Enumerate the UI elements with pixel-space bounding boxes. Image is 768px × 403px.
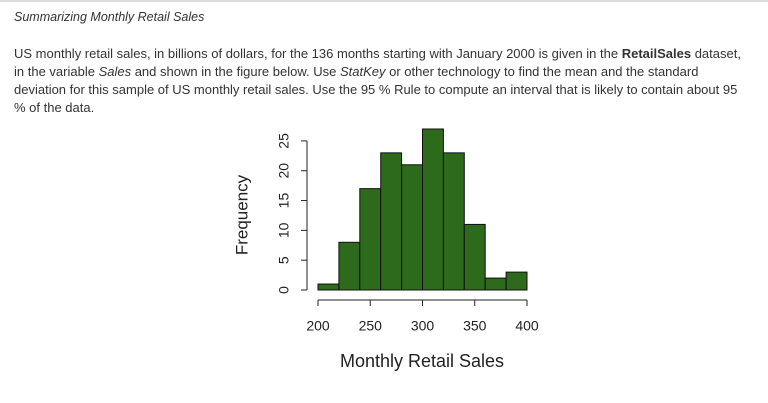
y-tick-label: 20 [276, 163, 292, 179]
x-tick-label: 400 [515, 318, 539, 334]
top-border [0, 0, 768, 2]
bar [359, 188, 382, 291]
bar [463, 223, 486, 291]
x-tick-label: 250 [359, 318, 383, 334]
y-axis-label: Frequency [232, 174, 251, 255]
bar [338, 241, 361, 291]
text: dataset, in the variable [14, 46, 741, 79]
bar [505, 271, 528, 291]
y-tick-label: 15 [276, 193, 292, 209]
text: US monthly retail sales, in billions of … [14, 46, 622, 61]
x-axis-label: Monthly Retail Sales [340, 351, 504, 371]
variable-name: Sales [98, 64, 132, 79]
text: and shown in the figure below. Use [131, 64, 340, 79]
bar [484, 277, 507, 291]
bar [442, 152, 465, 291]
paragraph: US monthly retail sales, in billions of … [14, 45, 749, 117]
x-tick-label: 200 [306, 318, 330, 334]
tool-name: StatKey [339, 64, 386, 79]
bar [317, 283, 340, 291]
bar [401, 164, 424, 291]
heading: Summarizing Monthly Retail Sales [14, 10, 205, 24]
y-tick-label: 5 [276, 256, 292, 264]
bar [422, 128, 444, 291]
y-tick-label: 0 [276, 286, 292, 294]
y-tick-label: 10 [276, 222, 292, 238]
y-tick-label: 25 [276, 133, 292, 149]
dataset-name: RetailSales [621, 46, 692, 61]
x-tick-label: 350 [463, 318, 487, 334]
text: or other technology to find the mean and… [14, 64, 738, 115]
bar [380, 152, 403, 291]
x-tick-label: 300 [411, 318, 435, 334]
